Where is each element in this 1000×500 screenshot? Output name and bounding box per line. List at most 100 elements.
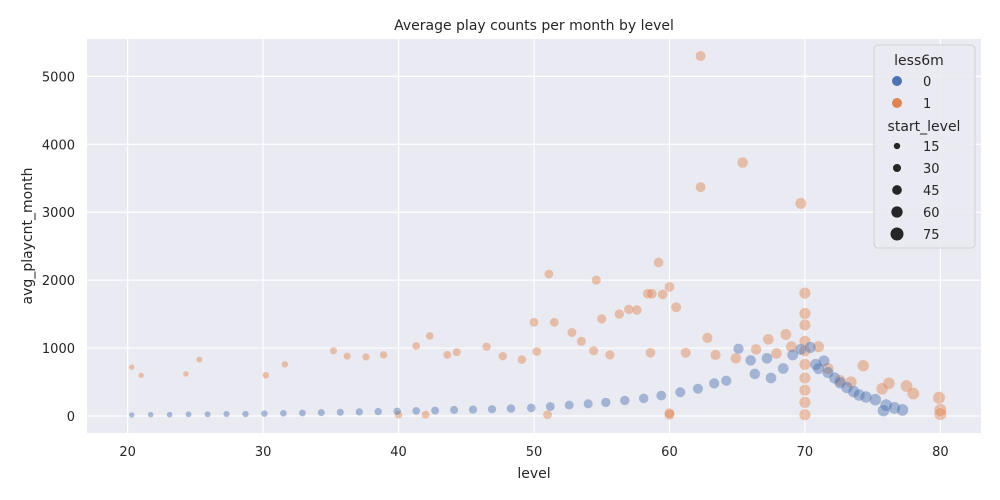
data-point-less6m-1	[576, 336, 587, 347]
data-point-less6m-0	[260, 410, 268, 418]
data-point-less6m-1	[482, 342, 492, 352]
x-tick-label: 70	[797, 445, 814, 460]
data-point-less6m-1	[730, 352, 742, 364]
y-tick-label: 5000	[42, 70, 75, 85]
data-point-less6m-0	[749, 368, 761, 380]
data-point-less6m-0	[674, 386, 686, 398]
data-point-less6m-0	[896, 403, 909, 417]
data-point-less6m-1	[844, 376, 858, 389]
data-point-less6m-0	[374, 407, 383, 416]
data-point-less6m-0	[487, 404, 497, 414]
data-point-less6m-1	[821, 362, 834, 375]
data-point-less6m-1	[443, 350, 452, 360]
data-point-less6m-0	[242, 410, 249, 418]
legend-size-label: 75	[923, 228, 940, 243]
data-point-less6m-1	[664, 407, 675, 419]
data-point-less6m-0	[430, 406, 440, 415]
y-tick-label: 2000	[42, 274, 75, 289]
data-point-less6m-1	[812, 340, 825, 353]
data-point-less6m-1	[645, 347, 656, 358]
data-point-less6m-1	[623, 304, 634, 315]
y-tick-label: 1000	[42, 342, 75, 357]
data-point-less6m-1	[567, 327, 577, 338]
data-point-less6m-0	[506, 403, 516, 414]
data-point-less6m-0	[859, 390, 872, 404]
data-point-less6m-0	[804, 341, 817, 354]
data-point-less6m-1	[588, 345, 599, 356]
x-tick-label: 30	[255, 445, 272, 460]
data-point-less6m-1	[695, 50, 706, 62]
data-point-less6m-0	[847, 385, 860, 398]
x-tick-label: 20	[119, 445, 136, 460]
data-point-less6m-0	[336, 408, 345, 417]
data-point-less6m-1	[614, 309, 625, 320]
data-point-less6m-1	[798, 384, 811, 397]
data-point-less6m-0	[809, 358, 822, 371]
y-tick-label: 3000	[42, 206, 75, 221]
data-point-less6m-1	[196, 356, 203, 363]
data-point-less6m-0	[393, 407, 402, 416]
data-point-less6m-1	[642, 288, 654, 299]
data-point-less6m-1	[798, 344, 811, 357]
y-tick-labels: 0 1000 2000 3000 4000 5000	[42, 70, 75, 425]
x-tick-label: 50	[526, 445, 543, 460]
legend-size-label: 60	[923, 206, 940, 221]
data-point-less6m-0	[840, 381, 853, 394]
data-point-less6m-0	[412, 406, 421, 416]
data-point-less6m-1	[798, 396, 811, 409]
data-point-less6m-1	[934, 403, 947, 417]
data-point-less6m-0	[733, 343, 744, 355]
data-point-less6m-1	[798, 287, 811, 300]
data-point-less6m-0	[761, 352, 773, 364]
grid-lines	[87, 39, 981, 433]
data-point-less6m-1	[664, 409, 675, 421]
legend-frame	[873, 44, 976, 249]
legend-size-marker	[892, 163, 902, 173]
data-point-less6m-1	[646, 288, 658, 299]
data-point-less6m-1	[542, 409, 553, 420]
data-point-less6m-1	[900, 379, 913, 393]
data-point-less6m-1	[736, 156, 749, 169]
data-point-less6m-0	[298, 409, 307, 417]
data-point-less6m-0	[223, 410, 230, 418]
y-axis-label: avg_playcnt_month	[20, 168, 36, 305]
y-tick-label: 0	[67, 410, 75, 425]
data-point-less6m-1	[834, 374, 847, 387]
data-point-less6m-0	[545, 401, 556, 412]
data-point-less6m-1	[128, 364, 135, 371]
data-point-less6m-0	[828, 372, 841, 384]
y-tick-label: 4000	[42, 138, 75, 153]
data-point-less6m-1	[281, 360, 289, 368]
data-point-less6m-0	[817, 355, 830, 367]
data-point-less6m-1	[412, 341, 421, 351]
data-point-less6m-0	[468, 405, 478, 414]
legend-size-marker	[892, 185, 902, 195]
legend-size-marker	[893, 142, 901, 150]
data-point-less6m-0	[888, 401, 901, 415]
data-points	[128, 50, 947, 421]
legend-size-label: 30	[923, 162, 940, 177]
legend-size-entries: 15 30 45 60 75	[890, 140, 940, 243]
chart-title: Average play counts per month by level	[394, 18, 674, 34]
data-point-less6m-0	[720, 375, 732, 387]
data-point-less6m-1	[701, 332, 713, 344]
data-point-less6m-0	[765, 372, 777, 384]
data-point-less6m-1	[657, 289, 668, 300]
data-point-less6m-1	[362, 352, 370, 361]
data-point-less6m-1	[798, 408, 811, 421]
data-point-less6m-0	[777, 362, 789, 375]
data-point-less6m-0	[185, 411, 192, 418]
data-point-less6m-0	[708, 377, 720, 389]
data-point-less6m-1	[421, 410, 430, 419]
data-point-less6m-1	[343, 352, 351, 361]
legend-size-marker	[891, 206, 903, 218]
x-tick-label: 60	[661, 445, 678, 460]
data-point-less6m-0	[619, 395, 630, 406]
legend-hue-marker	[892, 98, 902, 108]
data-point-less6m-1	[517, 354, 527, 365]
data-point-less6m-1	[452, 347, 462, 357]
data-point-less6m-1	[934, 407, 947, 421]
data-point-less6m-1	[710, 349, 721, 361]
data-point-less6m-0	[853, 388, 866, 402]
